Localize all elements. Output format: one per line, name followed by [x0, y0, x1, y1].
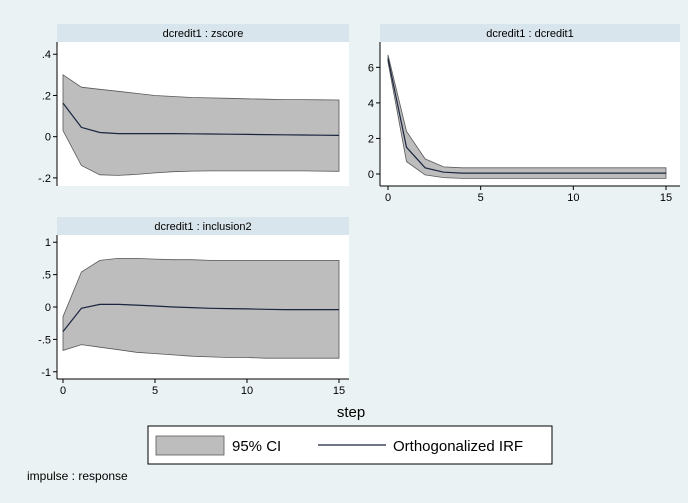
x-axis-title: step [337, 404, 365, 421]
x-tick-label: 10 [241, 385, 253, 397]
y-tick-label: .4 [42, 49, 51, 61]
x-tick-label: 0 [385, 192, 391, 204]
x-tick-label: 15 [660, 192, 672, 204]
panel-title: dcredit1 : zscore [163, 28, 244, 40]
y-tick-label: -.5 [38, 334, 51, 346]
panel-title: dcredit1 : dcredit1 [486, 28, 573, 40]
x-tick-label: 10 [567, 192, 579, 204]
panel-dcredit1: dcredit1 : dcredit1 0 2 4 6 0 5 10 15 [368, 24, 680, 204]
panel-title: dcredit1 : inclusion2 [154, 221, 251, 233]
ci-band [387, 54, 667, 179]
y-tick-label: .2 [42, 90, 51, 102]
x-tick-label: 5 [478, 192, 484, 204]
y-tick-label: 4 [368, 98, 374, 110]
legend-ci-swatch [155, 435, 225, 456]
y-tick-label: 2 [368, 133, 374, 145]
note-impulse-response: impulse : response [27, 469, 128, 483]
y-tick-label: .5 [42, 270, 51, 282]
y-tick-label: -1 [41, 367, 51, 379]
panel-inclusion2: dcredit1 : inclusion2-1-.50.510 5 10 15 [38, 217, 349, 397]
panel-strip [57, 217, 349, 235]
y-tick-label: 6 [368, 62, 374, 74]
x-tick-label: 15 [333, 385, 345, 397]
irf-line [62, 102, 340, 136]
irf-line [62, 303, 339, 332]
ci-band [62, 74, 340, 176]
y-tick-label: 1 [45, 237, 51, 249]
y-tick-label: 0 [45, 302, 51, 314]
panel-strip [380, 24, 680, 42]
y-tick-label: 0 [368, 169, 374, 181]
panel-zscore: dcredit1 : zscore -.2 0 .2 .4 [38, 24, 349, 186]
legend-ci-label: 95% CI [232, 438, 281, 455]
panel-strip [57, 24, 349, 42]
y-tick-label: 0 [45, 132, 51, 144]
y-tick-label: -.2 [38, 173, 51, 185]
legend: 95% CI Orthogonalized IRF [147, 425, 553, 465]
legend-irf-label: Orthogonalized IRF [393, 438, 523, 455]
irf-line [387, 58, 666, 174]
x-tick-label: 5 [152, 385, 158, 397]
x-tick-label: 0 [60, 385, 66, 397]
